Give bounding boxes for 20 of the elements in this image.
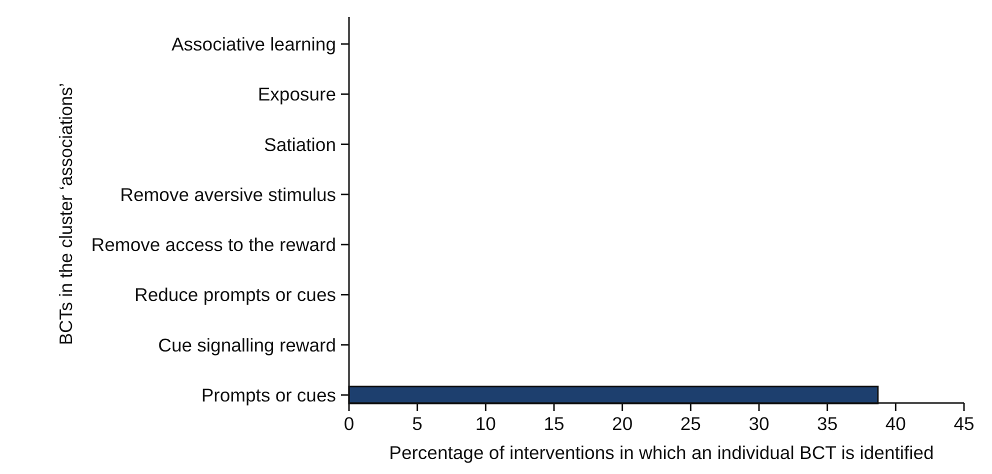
x-tick-label: 40: [885, 413, 906, 434]
x-tick-label: 20: [612, 413, 633, 434]
x-axis-title: Percentage of interventions in which an individual BCT is identified: [389, 442, 934, 463]
y-axis-title: BCTs in the cluster ‘associations’: [56, 82, 76, 346]
x-tick-label: 15: [544, 413, 564, 434]
y-tick-label: Associative learning: [171, 33, 336, 54]
y-tick-label: Prompts or cues: [201, 384, 336, 406]
y-tick-label: Remove access to the reward: [91, 234, 336, 256]
x-tick-label: 30: [748, 413, 770, 434]
x-tick-label: 5: [412, 413, 422, 434]
y-tick-label: Satiation: [264, 134, 336, 155]
x-tick-label: 45: [954, 413, 974, 434]
y-tick-label: Reduce prompts or cues: [134, 284, 336, 306]
y-tick-label: Exposure: [258, 84, 336, 105]
x-tick-label: 35: [817, 413, 838, 434]
x-tick-label: 0: [344, 413, 354, 434]
y-tick-label: Cue signalling reward: [158, 334, 336, 356]
x-tick-label: 10: [475, 413, 496, 434]
x-tick-label: 25: [680, 413, 701, 434]
y-tick-label: Remove aversive stimulus: [120, 184, 336, 205]
